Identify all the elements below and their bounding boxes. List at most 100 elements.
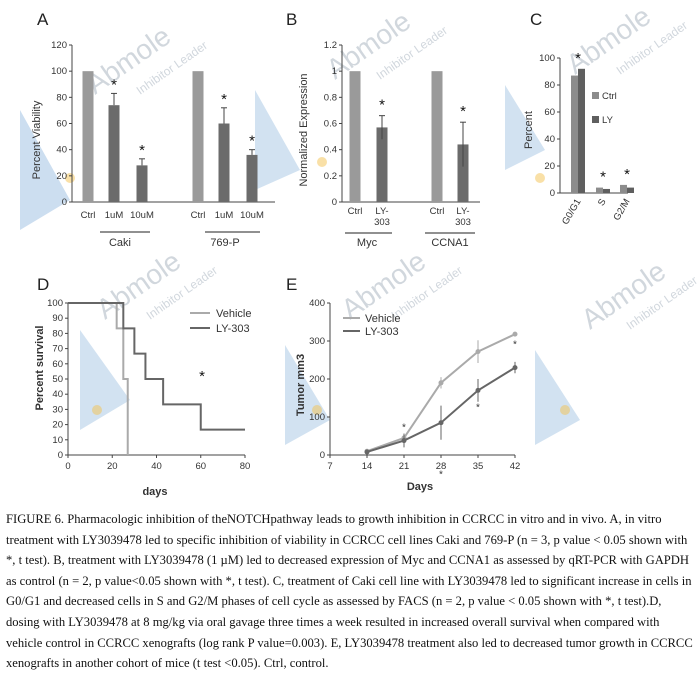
panel-a-y-axis-label: Percent Viability <box>31 100 43 179</box>
panel-c-category-label: G2/M <box>611 197 632 223</box>
panel-a-y-tick-label: 80 <box>56 92 67 103</box>
panel-d-y-tick-label: 20 <box>52 420 63 431</box>
panel-d-y-tick-label: 90 <box>52 313 63 324</box>
panel-b-y-tick-label: 1.2 <box>324 40 337 51</box>
panel-c-bar <box>596 187 603 193</box>
watermark-triangle <box>20 110 70 230</box>
panel-a-bar <box>246 154 258 202</box>
panel-d-x-tick-label: 0 <box>65 461 70 472</box>
panel-e-y-tick-label: 200 <box>309 374 325 385</box>
panel-b-bar <box>376 127 388 202</box>
panel-c-significance-star: * <box>624 166 630 183</box>
panel-c-significance-star: * <box>600 169 606 186</box>
panel-d-x-tick-label: 40 <box>151 461 162 472</box>
panel-a-significance-star: * <box>221 91 227 108</box>
watermark-text: Abmole <box>91 245 187 325</box>
panel-b-group-label: Myc <box>357 237 378 249</box>
panel-e-x-tick-label: 7 <box>327 461 332 472</box>
panel-a-y-tick-label: 40 <box>56 145 67 156</box>
panel-b-group-label: CCNA1 <box>431 237 468 249</box>
panel-e-x-tick-label: 28 <box>436 461 447 472</box>
panel-e-x-axis-label: Days <box>407 481 433 493</box>
panel-b-bar-label: LY- <box>456 206 469 217</box>
panel-letter-d: D <box>37 275 49 294</box>
panel-d-y-tick-label: 70 <box>52 344 63 355</box>
panel-a-bar <box>108 105 120 202</box>
panel-b-y-tick-label: 0.2 <box>324 171 337 182</box>
panel-c-y-axis-label: Percent <box>523 111 535 149</box>
panel-c-y-tick-label: 40 <box>544 134 555 145</box>
panel-b-y-tick-label: 0.8 <box>324 92 337 103</box>
panel-e-data-point <box>364 449 370 455</box>
watermark-dot <box>560 405 570 415</box>
panel-d-x-tick-label: 20 <box>107 461 118 472</box>
panel-b-y-axis-label: Normalized Expression <box>298 73 310 186</box>
watermark-triangle <box>255 90 300 190</box>
watermark-triangle <box>505 85 545 170</box>
panel-c-legend-label: LY <box>602 115 614 126</box>
panel-e-y-tick-label: 100 <box>309 412 325 423</box>
figure-canvas: Abmole Inhibitor Leader Abmole Inhibitor… <box>20 0 700 498</box>
panel-d-survival-curve <box>68 302 245 431</box>
panel-d-y-tick-label: 10 <box>52 435 63 446</box>
panel-b-bar-label: LY- <box>375 206 388 217</box>
panel-b-significance-star: * <box>460 103 466 120</box>
panel-a-significance-star: * <box>139 142 145 159</box>
panel-d-x-axis-label: days <box>142 486 167 498</box>
panel-b-y-tick-label: 0.4 <box>324 145 337 156</box>
panel-e-significance-star: * <box>402 423 406 434</box>
panel-d-legend-label: LY-303 <box>216 323 250 335</box>
panel-c-bar <box>603 188 610 193</box>
panel-b-y-tick-label: 1 <box>332 66 337 77</box>
panel-e-significance-star: * <box>476 402 480 413</box>
panel-d-y-tick-label: 30 <box>52 404 63 415</box>
watermark-triangle <box>285 345 330 445</box>
panel-b-bar-label: Ctrl <box>348 206 363 217</box>
panel-d-y-tick-label: 80 <box>52 328 63 339</box>
panel-letter-a: A <box>37 10 49 29</box>
panel-c-significance-star: * <box>575 50 581 67</box>
panel-b-bar <box>431 71 443 203</box>
panel-e-x-tick-label: 35 <box>473 461 484 472</box>
panel-e-x-tick-label: 14 <box>362 461 373 472</box>
panel-e-data-point <box>438 380 444 386</box>
panel-d-legend-label: Vehicle <box>216 308 251 320</box>
panel-a-y-tick-label: 20 <box>56 171 67 182</box>
watermark-text: Abmole <box>576 255 672 335</box>
panel-e-data-point <box>438 420 444 426</box>
panel-e-y-tick-label: 0 <box>320 450 325 461</box>
panel-b-significance-star: * <box>379 97 385 114</box>
panel-b-bar <box>349 71 361 203</box>
watermark-text: Abmole <box>561 0 657 80</box>
panel-letter-c: C <box>530 10 542 29</box>
panel-a-significance-star: * <box>111 76 117 93</box>
panel-d-y-tick-label: 0 <box>58 450 63 461</box>
panel-a-y-tick-label: 100 <box>51 66 67 77</box>
panel-b-bar-label: 303 <box>374 217 390 228</box>
panel-c-y-tick-label: 60 <box>544 107 555 118</box>
panel-d-y-tick-label: 40 <box>52 389 63 400</box>
watermark-dot <box>92 405 102 415</box>
panel-d-y-tick-label: 100 <box>47 298 63 309</box>
panel-a-bar <box>218 123 230 202</box>
panel-e-significance-star: * <box>439 470 443 481</box>
figure-caption: FIGURE 6. Pharmacologic inhibition of th… <box>6 512 693 671</box>
panel-c-y-tick-label: 80 <box>544 80 555 91</box>
panel-a-bar-label: 10uM <box>240 210 264 221</box>
panel-b-bar <box>457 144 469 202</box>
panel-a-bar-label: Ctrl <box>81 210 96 221</box>
panel-d-x-tick-label: 80 <box>240 461 251 472</box>
panel-c-bar <box>571 75 578 193</box>
panel-b-bar-label: Ctrl <box>430 206 445 217</box>
panel-b-bar-label: 303 <box>455 217 471 228</box>
panel-d-x-tick-label: 60 <box>195 461 206 472</box>
panel-b-y-tick-label: 0 <box>332 197 337 208</box>
panel-c-legend-swatch <box>592 116 599 123</box>
watermark-dot <box>317 157 327 167</box>
watermark-dot <box>312 405 322 415</box>
panel-c-y-tick-label: 100 <box>539 53 555 64</box>
watermark-triangle <box>80 330 130 430</box>
panel-a-bar <box>136 165 148 202</box>
panel-a-bar-label: 1uM <box>215 210 234 221</box>
panel-a-group-label: 769-P <box>210 237 239 249</box>
